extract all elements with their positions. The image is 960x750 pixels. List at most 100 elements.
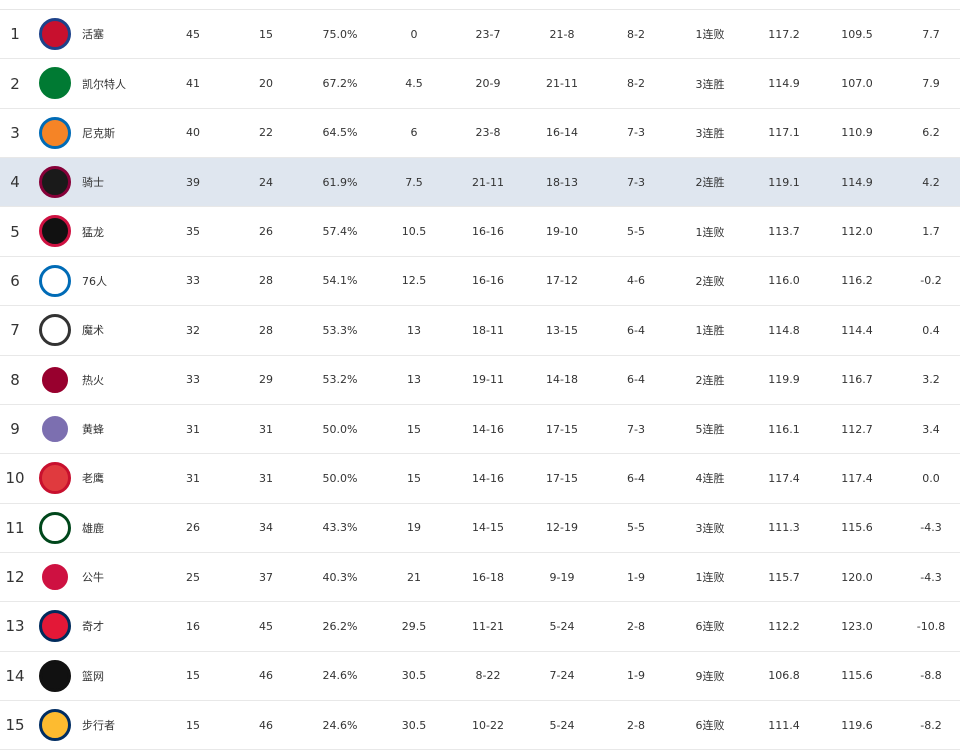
team-name[interactable]: 尼克斯 bbox=[82, 126, 115, 140]
team-name[interactable]: 热火 bbox=[82, 373, 104, 387]
pct-cell: 43.3% bbox=[322, 521, 358, 535]
team-name[interactable]: 步行者 bbox=[82, 719, 115, 733]
last10-cell: 1-9 bbox=[627, 570, 645, 584]
oppg-cell: 123.0 bbox=[841, 619, 873, 633]
table-row[interactable]: 12 公牛 25 37 40.3% 21 16-18 9-19 1-9 1连败 115.7 120.0… bbox=[0, 553, 960, 603]
rank: 15 bbox=[5, 716, 25, 735]
away-cell: 16-14 bbox=[546, 126, 578, 140]
away-cell: 5-24 bbox=[549, 718, 575, 732]
streak-cell: 1连败 bbox=[695, 571, 725, 585]
team-name[interactable]: 黄蜂 bbox=[82, 423, 104, 437]
ppg-cell: 115.7 bbox=[768, 570, 800, 584]
table-row[interactable]: 11 雄鹿 26 34 43.3% 19 14-15 12-19 5-5 3连败 111.3 115.… bbox=[0, 504, 960, 553]
standings-table: 1 活塞 45 15 75.0% 0 23-7 21-8 8-2 1连败 117.2 109.5 7.7… bbox=[0, 10, 960, 750]
last10-cell: 2-8 bbox=[627, 718, 645, 732]
last10-cell: 5-5 bbox=[627, 521, 645, 535]
l-cell: 28 bbox=[259, 323, 273, 337]
l-cell: 20 bbox=[259, 77, 273, 91]
team-name[interactable]: 奇才 bbox=[82, 620, 104, 634]
oppg-cell: 114.4 bbox=[841, 323, 873, 337]
team-name[interactable]: 魔术 bbox=[82, 324, 104, 338]
streak-cell: 4连胜 bbox=[695, 472, 725, 486]
team-name[interactable]: 雄鹿 bbox=[82, 521, 104, 535]
last10-cell: 6-4 bbox=[627, 323, 645, 337]
diff-cell: -8.2 bbox=[920, 718, 942, 732]
oppg-cell: 116.2 bbox=[841, 274, 873, 288]
table-row[interactable]: 5 猛龙 35 26 57.4% 10.5 16-16 19-10 5-5 1连败 113.7 112… bbox=[0, 207, 960, 257]
w-cell: 15 bbox=[186, 718, 200, 732]
home-cell: 16-18 bbox=[472, 570, 504, 584]
table-row[interactable]: 1 活塞 45 15 75.0% 0 23-7 21-8 8-2 1连败 117.2 109.5 7.7 bbox=[0, 10, 960, 60]
last10-cell: 6-4 bbox=[627, 373, 645, 387]
table-row[interactable]: 7 魔术 32 28 53.3% 13 18-11 13-15 6-4 1连胜 114.8 114.4… bbox=[0, 306, 960, 356]
diff-cell: -4.3 bbox=[920, 521, 942, 535]
away-cell: 5-24 bbox=[549, 619, 575, 633]
away-cell: 13-15 bbox=[546, 323, 578, 337]
table-row[interactable]: 3 尼克斯 40 22 64.5% 6 23-8 16-14 7-3 3连胜 117.1 110.9 6… bbox=[0, 109, 960, 159]
ppg-cell: 119.9 bbox=[768, 373, 800, 387]
l-cell: 45 bbox=[259, 619, 273, 633]
diff-cell: 7.7 bbox=[922, 27, 940, 41]
l-cell: 34 bbox=[259, 521, 273, 535]
team-name[interactable]: 篮网 bbox=[82, 669, 104, 683]
l-cell: 24 bbox=[259, 175, 273, 189]
table-row[interactable]: 4 骑士 39 24 61.9% 7.5 21-11 18-13 7-3 2连胜 119.1 114.… bbox=[0, 158, 960, 208]
table-row[interactable]: 2 凯尔特人 41 20 67.2% 4.5 20-9 21-11 8-2 3连胜 114.9 107… bbox=[0, 59, 960, 109]
table-row[interactable]: 10 老鹰 31 31 50.0% 15 14-16 17-15 6-4 4连胜 117.4 117.… bbox=[0, 454, 960, 504]
bucks-logo bbox=[39, 511, 71, 544]
gb-cell: 13 bbox=[407, 373, 421, 387]
team-name[interactable]: 凯尔特人 bbox=[82, 77, 126, 91]
away-cell: 12-19 bbox=[546, 521, 578, 535]
w-cell: 33 bbox=[186, 373, 200, 387]
ppg-cell: 116.1 bbox=[768, 422, 800, 436]
home-cell: 19-11 bbox=[472, 373, 504, 387]
team-name[interactable]: 骑士 bbox=[82, 176, 104, 190]
76ers-logo bbox=[39, 264, 71, 297]
home-cell: 8-22 bbox=[475, 669, 501, 683]
team-name[interactable]: 公牛 bbox=[82, 571, 104, 585]
away-cell: 7-24 bbox=[549, 669, 575, 683]
table-row[interactable]: 13 奇才 16 45 26.2% 29.5 11-21 5-24 2-8 6连败 112.2 123… bbox=[0, 602, 960, 652]
oppg-cell: 109.5 bbox=[841, 27, 873, 41]
table-row[interactable]: 8 热火 33 29 53.2% 13 19-11 14-18 6-4 2连胜 119.9 116.7… bbox=[0, 356, 960, 405]
rank: 8 bbox=[10, 370, 20, 389]
hornets-logo bbox=[39, 412, 71, 445]
knicks-logo bbox=[39, 116, 71, 149]
nets-logo bbox=[39, 659, 71, 692]
rank: 11 bbox=[5, 518, 25, 537]
team-name[interactable]: 老鹰 bbox=[82, 472, 104, 486]
rank: 4 bbox=[10, 173, 20, 192]
gb-cell: 6 bbox=[410, 126, 418, 140]
l-cell: 31 bbox=[259, 422, 273, 436]
gb-cell: 12.5 bbox=[401, 274, 427, 288]
pct-cell: 50.0% bbox=[322, 422, 358, 436]
rank: 3 bbox=[10, 123, 20, 142]
l-cell: 28 bbox=[259, 274, 273, 288]
gb-cell: 30.5 bbox=[401, 669, 427, 683]
gb-cell: 4.5 bbox=[405, 77, 423, 91]
ppg-cell: 106.8 bbox=[768, 669, 800, 683]
rank: 12 bbox=[5, 568, 25, 587]
last10-cell: 7-3 bbox=[627, 126, 645, 140]
team-name[interactable]: 76人 bbox=[82, 274, 107, 288]
team-name[interactable]: 猛龙 bbox=[82, 225, 104, 239]
team-name[interactable]: 活塞 bbox=[82, 28, 104, 42]
gb-cell: 29.5 bbox=[401, 619, 427, 633]
w-cell: 26 bbox=[186, 521, 200, 535]
streak-cell: 6连败 bbox=[695, 620, 725, 634]
w-cell: 31 bbox=[186, 471, 200, 485]
streak-cell: 6连败 bbox=[695, 719, 725, 733]
table-row[interactable]: 14 篮网 15 46 24.6% 30.5 8-22 7-24 1-9 9连败 106.8 115.… bbox=[0, 652, 960, 702]
pct-cell: 53.3% bbox=[322, 323, 358, 337]
table-row[interactable]: 6 76人 33 28 54.1% 12.5 16-16 17-12 4-6 2连败 116.0 11… bbox=[0, 257, 960, 307]
rank: 10 bbox=[5, 469, 25, 488]
table-row[interactable]: 9 黄蜂 31 31 50.0% 15 14-16 17-15 7-3 5连胜 116.1 112.7… bbox=[0, 405, 960, 455]
home-cell: 21-11 bbox=[472, 175, 504, 189]
pct-cell: 24.6% bbox=[322, 669, 358, 683]
table-row[interactable]: 15 步行者 15 46 24.6% 30.5 10-22 5-24 2-8 6连败 111.4 11… bbox=[0, 701, 960, 750]
home-cell: 10-22 bbox=[472, 718, 504, 732]
last10-cell: 2-8 bbox=[627, 619, 645, 633]
streak-cell: 5连胜 bbox=[695, 423, 725, 437]
rank: 2 bbox=[10, 74, 20, 93]
rank: 5 bbox=[10, 222, 20, 241]
